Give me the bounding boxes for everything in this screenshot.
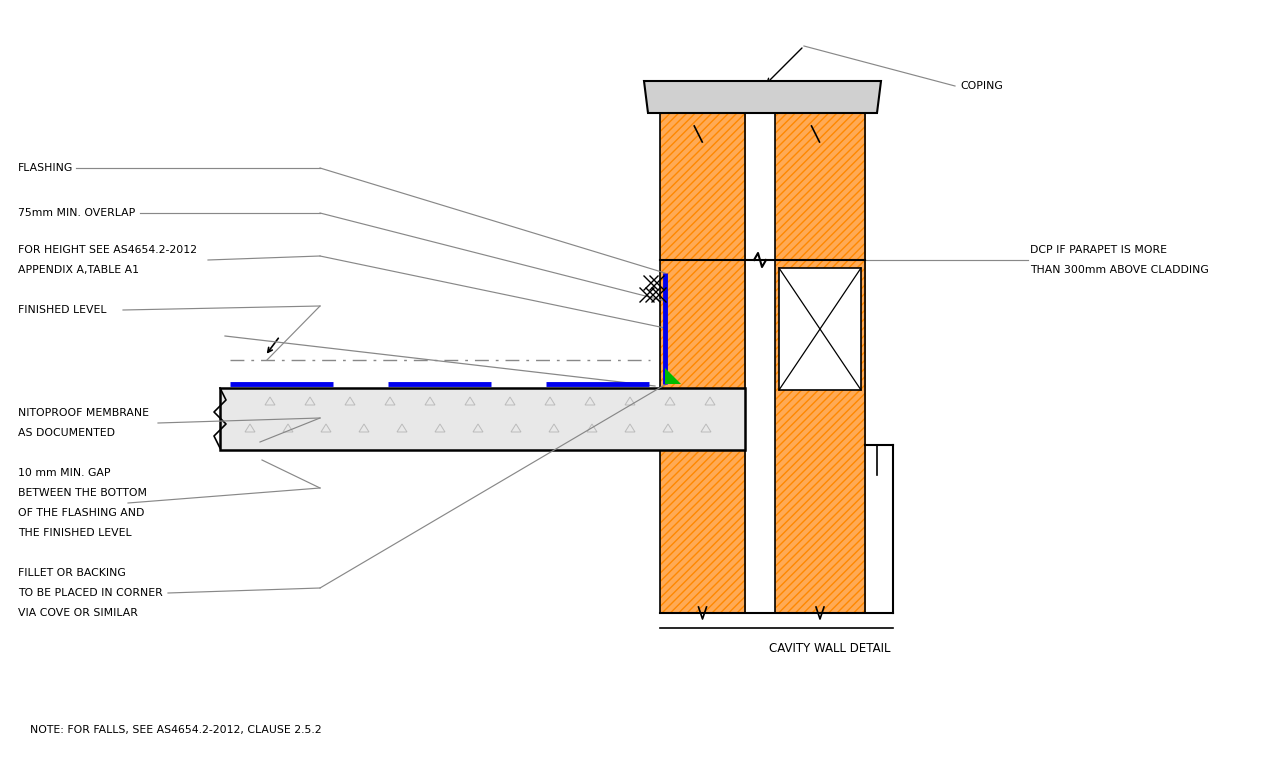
Polygon shape bbox=[220, 388, 745, 450]
Polygon shape bbox=[644, 81, 881, 113]
Text: BETWEEN THE BOTTOM: BETWEEN THE BOTTOM bbox=[18, 488, 147, 498]
Text: DCP IF PARAPET IS MORE: DCP IF PARAPET IS MORE bbox=[1030, 245, 1167, 255]
Polygon shape bbox=[665, 368, 681, 384]
Text: VIA COVE OR SIMILAR: VIA COVE OR SIMILAR bbox=[18, 608, 138, 618]
Text: THAN 300mm ABOVE CLADDING: THAN 300mm ABOVE CLADDING bbox=[1030, 265, 1209, 275]
Text: APPENDIX A,TABLE A1: APPENDIX A,TABLE A1 bbox=[18, 265, 139, 275]
Text: 75mm MIN. OVERLAP: 75mm MIN. OVERLAP bbox=[18, 208, 135, 218]
Text: FILLET OR BACKING: FILLET OR BACKING bbox=[18, 568, 125, 578]
Bar bbox=[780, 268, 861, 390]
Text: FOR HEIGHT SEE AS4654.2-2012: FOR HEIGHT SEE AS4654.2-2012 bbox=[18, 245, 197, 255]
Text: AS DOCUMENTED: AS DOCUMENTED bbox=[18, 428, 115, 438]
Text: COPING: COPING bbox=[960, 81, 1003, 91]
Text: TO BE PLACED IN CORNER: TO BE PLACED IN CORNER bbox=[18, 588, 162, 598]
Text: 10 mm MIN. GAP: 10 mm MIN. GAP bbox=[18, 468, 110, 478]
Text: CAVITY WALL DETAIL: CAVITY WALL DETAIL bbox=[769, 641, 891, 654]
Text: NITOPROOF MEMBRANE: NITOPROOF MEMBRANE bbox=[18, 408, 150, 418]
Polygon shape bbox=[774, 113, 865, 613]
Text: OF THE FLASHING AND: OF THE FLASHING AND bbox=[18, 508, 144, 518]
Text: THE FINISHED LEVEL: THE FINISHED LEVEL bbox=[18, 528, 132, 538]
Text: FLASHING: FLASHING bbox=[18, 163, 73, 173]
Text: FINISHED LEVEL: FINISHED LEVEL bbox=[18, 305, 106, 315]
Polygon shape bbox=[659, 113, 745, 613]
Text: NOTE: FOR FALLS, SEE AS4654.2-2012, CLAUSE 2.5.2: NOTE: FOR FALLS, SEE AS4654.2-2012, CLAU… bbox=[29, 725, 322, 735]
